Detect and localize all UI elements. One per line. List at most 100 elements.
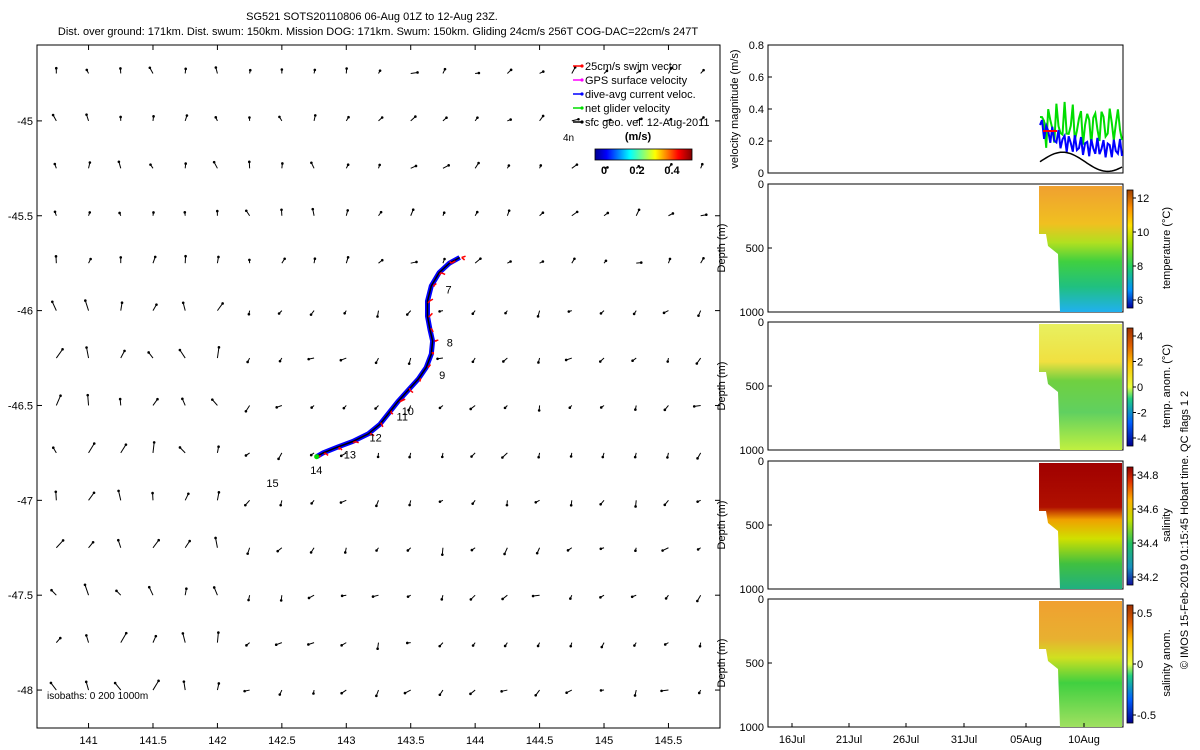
current-arrow-head — [470, 548, 474, 552]
current-arrow-head — [634, 408, 637, 411]
section-colorbar — [1126, 604, 1134, 724]
depth-tick-label: 500 — [746, 520, 764, 532]
colorbar-tick-label: 0 — [1137, 382, 1143, 394]
current-arrow-head — [214, 66, 218, 69]
current-arrow-head — [503, 552, 506, 556]
current-arrow — [120, 350, 125, 359]
current-arrow-head — [277, 312, 281, 315]
time-tick-label: 21Jul — [836, 734, 862, 746]
current-arrow-head — [663, 408, 667, 412]
current-arrow-head — [537, 361, 540, 364]
colorbar-tick-label: 4 — [1137, 331, 1143, 343]
current-arrow-head — [479, 257, 482, 260]
current-arrow-head — [406, 549, 410, 552]
current-arrow-head — [633, 644, 636, 647]
colorbar-gradient — [594, 148, 693, 161]
current-arrow-head — [662, 311, 666, 315]
swim-vector — [338, 446, 343, 451]
section-colorbar-label: temp. anom. (°C) — [1161, 344, 1173, 428]
current-arrow-head — [438, 406, 442, 410]
swim-vector — [432, 282, 437, 287]
current-arrow-head — [83, 583, 87, 587]
current-arrow-head — [178, 348, 182, 352]
current-arrow-head — [152, 211, 155, 214]
current-arrow-head — [471, 644, 475, 647]
legend-swatch-head — [580, 120, 584, 124]
current-arrow-head — [541, 211, 545, 214]
depth-tick-label: 1000 — [740, 307, 764, 319]
current-arrow — [152, 539, 160, 549]
current-arrow-head — [88, 161, 92, 164]
time-tick-label: 31Jul — [951, 734, 977, 746]
current-arrow-head — [631, 359, 634, 363]
current-arrow-head — [274, 643, 278, 646]
swim-vector — [381, 424, 384, 428]
time-x-axis: 16Jul 21Jul 26Jul 31Jul 05Aug 10Aug — [779, 723, 1100, 746]
current-arrow-head — [182, 680, 186, 683]
current-arrow-head — [539, 164, 543, 167]
section-field — [1039, 186, 1122, 312]
current-arrow-head — [307, 596, 311, 600]
velocity-y-tick-label: 0 — [758, 168, 764, 180]
time-tick-label: 05Aug — [1010, 734, 1042, 746]
map-y-tick-label: -47 — [17, 495, 33, 507]
map-x-tick-label: 141.5 — [139, 735, 167, 747]
current-arrow-head — [221, 302, 224, 305]
day-label: 8 — [447, 338, 453, 350]
current-arrow — [87, 395, 90, 406]
current-arrow-head — [660, 689, 663, 693]
current-arrow-head — [670, 163, 673, 166]
legend-label: sfc geo. vel. 12-Aug-2011 — [585, 117, 710, 129]
current-arrow-head — [568, 406, 572, 410]
current-arrow-head — [85, 634, 88, 637]
current-arrow-head — [244, 409, 248, 413]
current-arrow-head — [310, 161, 313, 165]
current-arrow-head — [447, 164, 450, 167]
current-arrow-head — [697, 314, 700, 317]
current-arrow-head — [407, 362, 411, 365]
swim-vector — [434, 339, 439, 342]
map-y-tick-label: -45.5 — [8, 211, 33, 223]
current-arrow-head — [49, 681, 53, 685]
swim-vector — [431, 351, 434, 355]
current-arrow-head — [313, 68, 317, 72]
current-arrow — [55, 491, 57, 501]
legend-label: dive-avg current veloc. — [585, 89, 696, 101]
current-arrow-head — [374, 361, 378, 365]
depth-tick-label: 0 — [758, 179, 764, 191]
current-arrow — [183, 681, 186, 691]
current-arrow — [152, 442, 155, 453]
current-arrow-head — [280, 208, 283, 212]
current-arrow — [182, 633, 186, 643]
current-arrow-head — [248, 68, 252, 72]
current-arrow-head — [634, 505, 637, 508]
legend-label: net glider velocity — [585, 103, 670, 115]
current-arrow-head — [214, 536, 217, 540]
current-arrow-head — [632, 312, 636, 316]
current-arrow-head — [244, 503, 247, 507]
current-arrow-head — [378, 69, 382, 72]
current-arrow-head — [702, 68, 705, 72]
current-arrow-head — [86, 393, 90, 397]
current-arrow-head — [442, 211, 446, 215]
current-arrow — [216, 632, 219, 643]
current-arrow-head — [537, 409, 541, 412]
map-y-tick-label: -47.5 — [8, 590, 33, 602]
current-arrow-head — [278, 115, 281, 119]
depth-tick-label: 500 — [746, 381, 764, 393]
current-arrow-head — [666, 456, 669, 459]
current-arrow-head — [310, 406, 313, 409]
colorbar-tick-label: 0.5 — [1137, 608, 1152, 620]
current-arrow-head — [184, 162, 187, 165]
colorbar-tick-label: 12 — [1137, 193, 1149, 205]
current-arrow-head — [503, 406, 507, 410]
section-panel-sal_anom: 0 500 1000 Depth (m) -0.5 0 0.5 salinity anom. — [716, 594, 1173, 734]
colorbar-tick-label: 10 — [1137, 227, 1149, 239]
legend-swatch-head — [580, 106, 584, 110]
current-arrow-head — [507, 164, 511, 167]
current-arrow-head — [307, 357, 310, 361]
section-colorbar — [1126, 327, 1134, 447]
